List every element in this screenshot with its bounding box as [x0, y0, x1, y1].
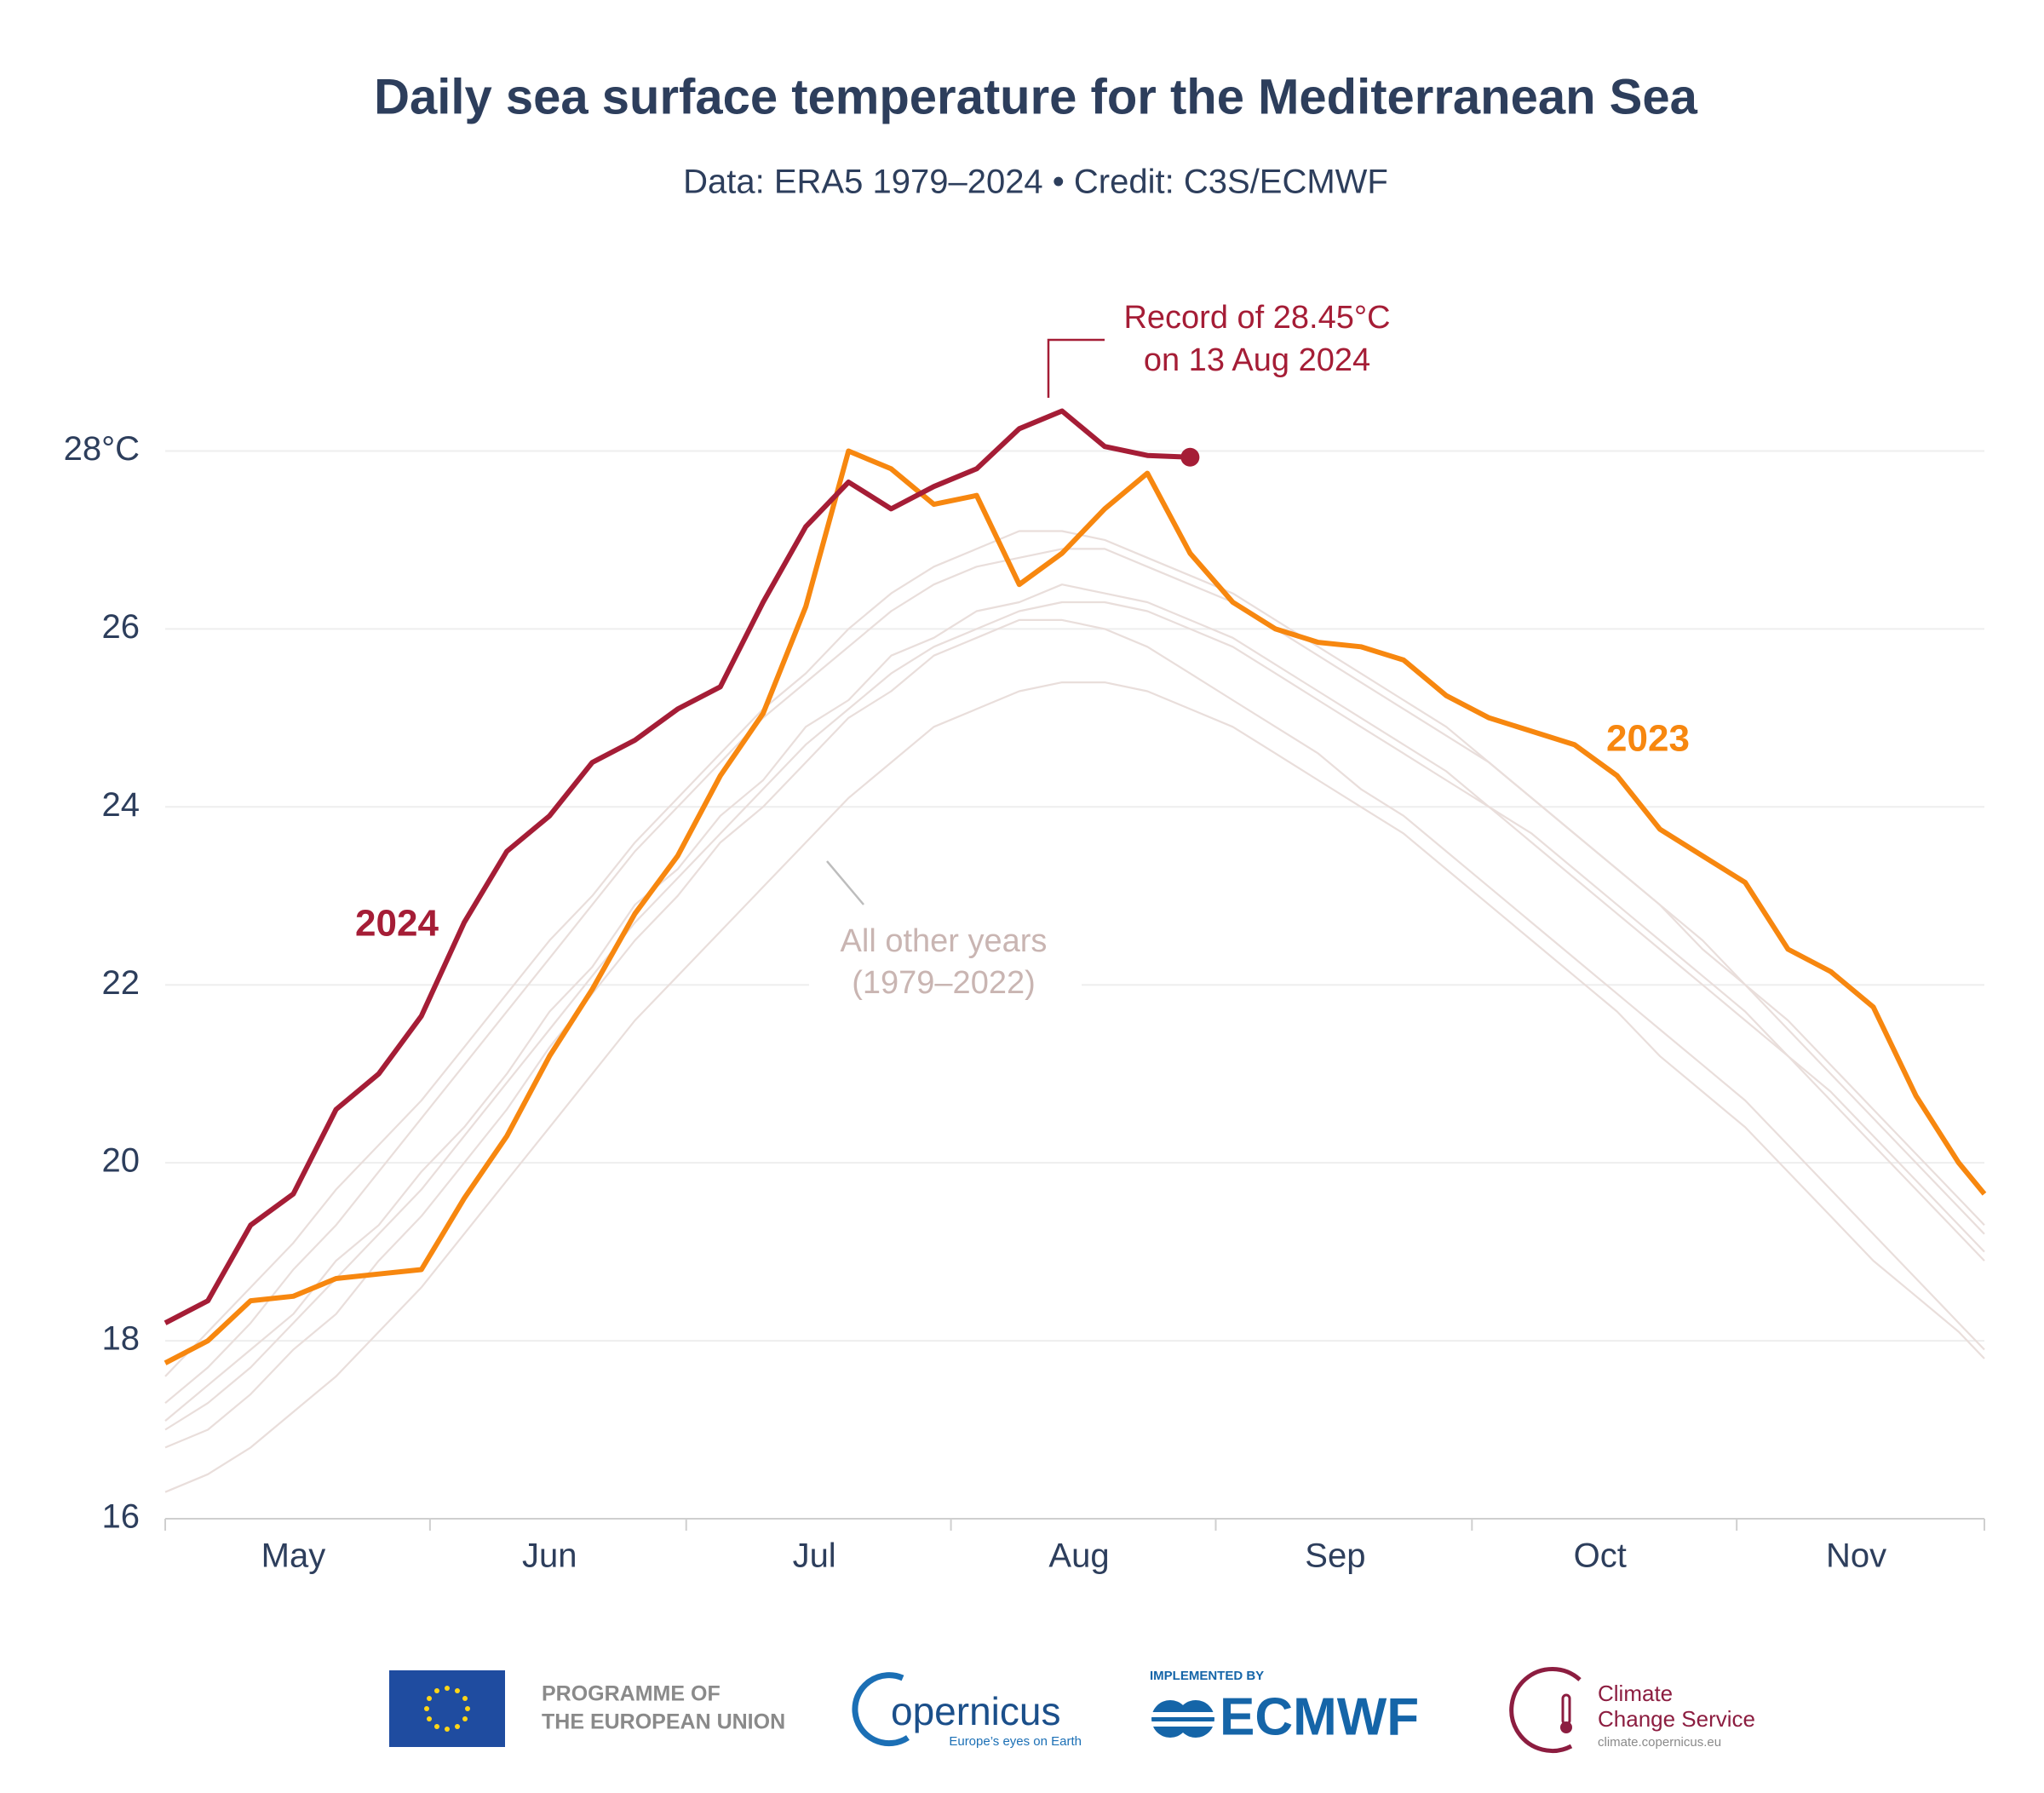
chart-subtitle: Data: ERA5 1979–2024 • Credit: C3S/ECMWF — [683, 164, 1388, 201]
x-tick-label: Jun — [522, 1537, 577, 1575]
other-year-line — [164, 548, 1985, 1405]
series-label: 2023 — [1606, 718, 1690, 760]
ecmwf-icon — [1151, 1700, 1216, 1738]
c3s-url: climate.copernicus.eu — [1598, 1735, 1721, 1750]
ecmwf-text: ECMWF — [1220, 1687, 1419, 1746]
x-tick-label: May — [261, 1537, 326, 1575]
c3s-thermometer — [1561, 1693, 1571, 1726]
ecmwf-top: IMPLEMENTED BY — [1150, 1669, 1264, 1683]
c3s-bulb — [1560, 1721, 1572, 1733]
chart-title: Daily sea surface temperature for the Me… — [374, 69, 1697, 124]
other-year-line — [164, 681, 1985, 1493]
y-tick-label: 20 — [102, 1142, 141, 1180]
other-year-line — [164, 601, 1985, 1431]
annotation-text: All other years — [841, 923, 1048, 959]
y-tick-label: 22 — [102, 964, 141, 1002]
y-tick-label: 24 — [102, 786, 141, 824]
eu-flag — [389, 1670, 505, 1747]
y-tick-label: 26 — [102, 608, 141, 646]
c3s-arc — [1509, 1667, 1582, 1753]
eu-text: PROGRAMME OF — [542, 1682, 721, 1706]
copernicus-tagline: Europe’s eyes on Earth — [949, 1734, 1082, 1749]
plot-area: 16 18 20 22 24 26 28°C May Jun Jul Aug Sep Oct Nov 202… — [64, 300, 1987, 1575]
c3s-text: Climate — [1598, 1681, 1673, 1706]
x-tick-label: Aug — [1048, 1537, 1109, 1575]
y-tick-label: 28°C — [64, 430, 140, 468]
copernicus-text: opernicus — [891, 1689, 1060, 1733]
other-year-line — [164, 583, 1985, 1422]
x-tick-label: Nov — [1826, 1537, 1886, 1575]
annotation-text: (1979–2022) — [852, 965, 1036, 1001]
annotation-text: Record of 28.45°C — [1123, 300, 1390, 336]
footer-logos: PROGRAMME OF THE EUROPEAN UNION opernicu… — [389, 1667, 1755, 1753]
copernicus-arc — [852, 1672, 910, 1747]
annotation-line — [826, 860, 864, 905]
c3s-text: Change Service — [1598, 1706, 1755, 1732]
y-tick-label: 18 — [102, 1320, 141, 1358]
annotation-text: on 13 Aug 2024 — [1144, 342, 1370, 378]
y-tick-label: 16 — [102, 1498, 141, 1536]
series-line — [164, 408, 1191, 1325]
other-year-line — [164, 618, 1985, 1449]
other-year-line — [164, 530, 1985, 1377]
series-label: 2024 — [355, 903, 439, 945]
x-tick-label: Sep — [1305, 1537, 1365, 1575]
eu-text: THE EUROPEAN UNION — [542, 1710, 785, 1734]
series-line — [164, 448, 1987, 1365]
eu-stars — [424, 1686, 470, 1732]
annotation-line — [1047, 338, 1105, 398]
annotation-bg — [809, 916, 1082, 1009]
x-tick-label: Oct — [1574, 1537, 1627, 1575]
end-point — [1180, 447, 1200, 467]
x-tick-label: Jul — [793, 1537, 836, 1575]
